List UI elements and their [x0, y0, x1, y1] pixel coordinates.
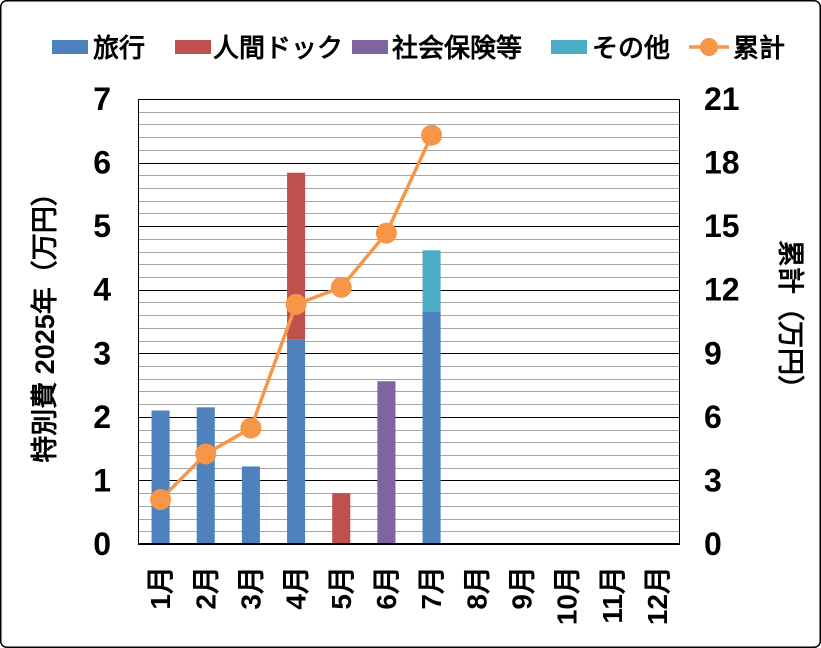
x-tick-label: 12月: [642, 566, 673, 625]
legend-item: 累計: [689, 33, 785, 63]
y2-tick-label: 3: [704, 462, 722, 498]
y-tick-label: 1: [93, 462, 111, 498]
y2-tick-label: 12: [704, 272, 740, 308]
y2-tick-label: 0: [704, 526, 722, 562]
x-tick-label: 4月: [281, 566, 312, 610]
x-tick-label: 11月: [597, 566, 628, 624]
bar-segment: [151, 410, 170, 544]
x-tick-label: 8月: [461, 566, 492, 610]
plot-area-border: [138, 99, 680, 544]
x-tick-label: 5月: [326, 566, 357, 610]
legend-swatch: [352, 40, 388, 54]
cumulative-marker: [285, 293, 307, 315]
x-tick-label: 7月: [416, 566, 447, 610]
bar-segment: [332, 493, 351, 544]
legend-item: その他: [551, 33, 670, 63]
x-axis-ticks: 1月 2月 3月 4月 5月 6月 7月 8月 9月 10月 11月 12月: [145, 566, 673, 625]
y-axis-ticks: 0 1 2 3 4 5 6 7: [93, 81, 111, 562]
x-tick-label: 1月: [145, 566, 176, 610]
y2-tick-label: 6: [704, 399, 722, 435]
x-tick-label: 2月: [190, 566, 221, 610]
y2-tick-label: 15: [704, 208, 740, 244]
y2-axis-ticks: 0 3 6 9 12 15 18 21: [704, 81, 740, 562]
bar-segment: [422, 250, 441, 312]
legend-item: 社会保険等: [352, 33, 522, 63]
legend-label: 人間ドック: [213, 33, 343, 63]
cumulative-marker: [195, 443, 217, 465]
legend-label: 旅行: [93, 33, 145, 63]
y2-tick-label: 9: [704, 335, 722, 371]
legend-label: 社会保険等: [392, 33, 522, 63]
legend-item: 人間ドック: [175, 33, 343, 63]
cumulative-marker: [330, 276, 352, 298]
legend-item: 旅行: [52, 33, 145, 63]
cumulative-line: [150, 124, 443, 510]
y-tick-label: 2: [93, 399, 111, 435]
y-tick-label: 0: [93, 526, 111, 562]
bar-segment: [377, 381, 396, 544]
y-tick-label: 5: [93, 208, 111, 244]
y2-tick-label: 18: [704, 145, 740, 181]
y-tick-label: 6: [93, 145, 111, 181]
cumulative-marker: [240, 417, 262, 439]
legend: 旅行 人間ドック 社会保険等 その他 累計: [52, 33, 785, 63]
y-axis-title: 特別費 2025年（万円）: [29, 179, 60, 463]
cumulative-marker: [421, 124, 443, 146]
x-tick-label: 9月: [506, 566, 537, 610]
legend-label: その他: [592, 33, 670, 63]
bar-segment: [196, 407, 215, 544]
y-tick-label: 4: [93, 272, 111, 308]
y-tick-label: 7: [93, 81, 111, 117]
cumulative-marker: [150, 489, 172, 510]
x-tick-label: 10月: [552, 566, 583, 625]
legend-swatch: [175, 40, 211, 54]
cumulative-marker: [375, 222, 397, 244]
legend-swatch: [52, 40, 88, 54]
y2-tick-label: 21: [704, 81, 740, 117]
legend-label: 累計: [733, 33, 785, 63]
x-tick-label: 6月: [371, 566, 402, 610]
x-tick-label: 3月: [235, 566, 266, 610]
legend-swatch: [551, 40, 587, 54]
bar-segment: [422, 311, 441, 544]
bar-segment: [287, 339, 306, 544]
bar-segment: [241, 466, 260, 544]
y2-axis-title: 累計（万円）: [775, 240, 806, 402]
legend-marker: [700, 38, 718, 56]
y-tick-label: 3: [93, 335, 111, 371]
